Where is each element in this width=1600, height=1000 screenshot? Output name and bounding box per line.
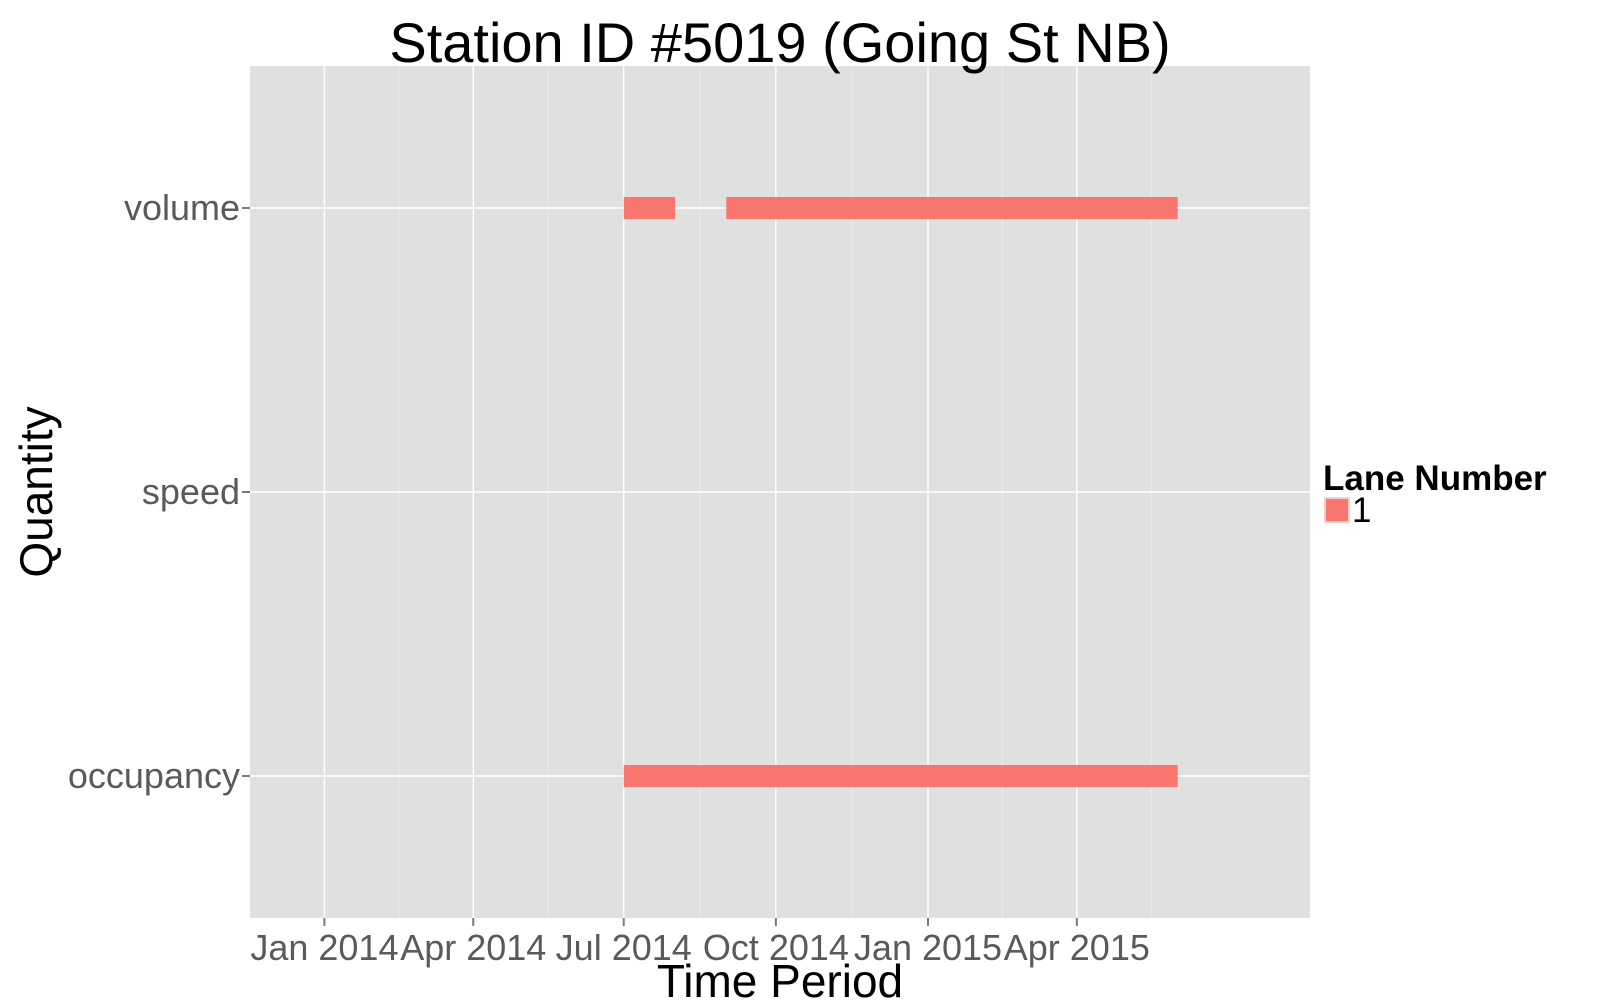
y-tick-label-occupancy: occupancy: [68, 755, 240, 796]
bar-volume-0: [623, 197, 675, 219]
x-tick-label-2: Jul 2014: [556, 927, 692, 968]
legend: Lane Number 1: [1323, 459, 1547, 530]
legend-swatch-1: [1324, 497, 1350, 523]
data-bars: [623, 197, 1178, 787]
x-axis-title: Time Period: [657, 955, 903, 1000]
x-tick-label-4: Jan 2015: [854, 927, 1002, 968]
bar-occupancy-2: [623, 765, 1178, 787]
x-tick-label-0: Jan 2014: [250, 927, 398, 968]
legend-label-1: 1: [1352, 491, 1371, 530]
x-axis-ticks: Jan 2014 Apr 2014 Jul 2014 Oct 2014 Jan 2015…: [250, 918, 1150, 968]
chart-title: Station ID #5019 (Going St NB): [389, 11, 1170, 74]
y-tick-label-speed: speed: [142, 471, 240, 512]
legend-title: Lane Number: [1323, 459, 1547, 498]
y-axis-ticks: occupancy speed volume: [68, 187, 250, 796]
y-tick-label-volume: volume: [124, 187, 240, 228]
y-axis-title: Quantity: [10, 406, 62, 577]
bar-volume-1: [726, 197, 1178, 219]
x-tick-label-5: Apr 2015: [1004, 927, 1150, 968]
x-tick-label-1: Apr 2014: [400, 927, 546, 968]
x-tick-label-3: Oct 2014: [703, 927, 849, 968]
